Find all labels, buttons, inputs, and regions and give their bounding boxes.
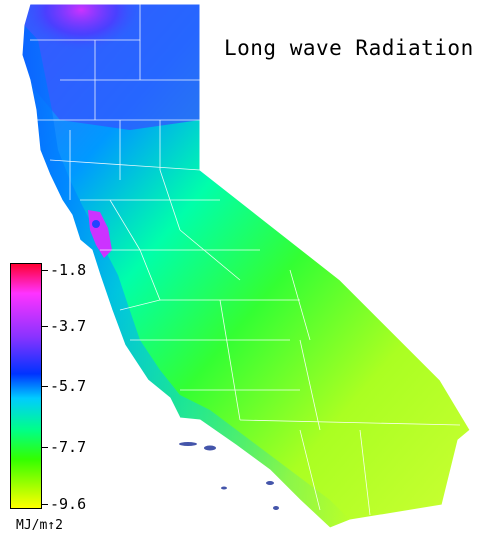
state-outline	[21, 3, 471, 529]
tick-mark-1	[42, 326, 48, 327]
legend-tick-label: -5.7	[50, 377, 87, 395]
map-title: Long wave Radiation	[224, 36, 474, 60]
state-shape	[22, 4, 470, 528]
legend-unit-label: MJ/m↑2	[16, 518, 63, 533]
legend-tick-label: -7.7	[50, 438, 87, 456]
tick-mark-3	[42, 447, 48, 448]
legend-tick-label: -9.6	[50, 495, 87, 513]
legend-tick-label: -1.8	[50, 261, 87, 279]
county-borders	[30, 4, 461, 516]
channel-islands	[179, 442, 279, 510]
tick-mark-4	[42, 504, 48, 505]
tick-mark-0	[42, 270, 48, 271]
color-scale-bar	[10, 263, 42, 509]
tick-mark-2	[42, 386, 48, 387]
bay-water	[92, 220, 100, 228]
legend-tick-label: -3.7	[50, 317, 87, 335]
northwest-overlay	[30, 4, 200, 120]
